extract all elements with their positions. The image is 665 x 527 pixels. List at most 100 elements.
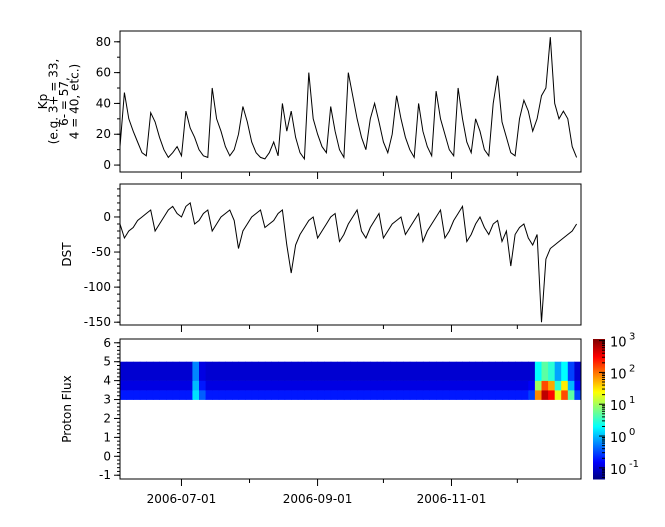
heatmap-cell bbox=[337, 390, 345, 400]
heatmap-cell bbox=[528, 390, 536, 400]
heatmap-cell bbox=[357, 361, 365, 381]
heatmap-cell bbox=[185, 380, 193, 391]
y-tick-label: -50 bbox=[91, 245, 111, 259]
colorbar-segment bbox=[593, 361, 605, 364]
heatmap-cell bbox=[159, 390, 167, 400]
heatmap-cell bbox=[212, 380, 220, 391]
heatmap-cell bbox=[383, 390, 391, 400]
heatmap-cell bbox=[166, 361, 174, 381]
heatmap-cell bbox=[139, 390, 147, 400]
heatmap-cell bbox=[528, 380, 536, 391]
heatmap-cell bbox=[363, 361, 371, 381]
heatmap-cell bbox=[390, 361, 398, 381]
y-tick-label: 4 bbox=[103, 374, 111, 388]
colorbar-tick-label: 10 bbox=[610, 431, 627, 446]
heatmap-cell bbox=[291, 361, 299, 381]
heatmap-cell bbox=[515, 380, 523, 391]
heatmap-cell bbox=[330, 380, 338, 391]
heatmap-cell bbox=[462, 361, 470, 381]
heatmap-cell bbox=[258, 380, 266, 391]
heatmap-cell bbox=[350, 390, 358, 400]
colorbar-segment bbox=[593, 433, 605, 436]
colorbar-segment bbox=[593, 349, 605, 352]
heatmap-cell bbox=[126, 361, 134, 381]
heatmap-cell bbox=[541, 390, 549, 400]
heatmap-cell bbox=[179, 361, 187, 381]
colorbar-segment bbox=[593, 471, 605, 474]
colorbar-segment bbox=[593, 391, 605, 394]
heatmap-cell bbox=[264, 380, 272, 391]
heatmap-cell bbox=[462, 380, 470, 391]
heatmap-cell bbox=[317, 390, 325, 400]
colorbar-segment bbox=[593, 463, 605, 466]
colorbar-segment bbox=[593, 351, 605, 354]
heatmap-cell bbox=[455, 361, 463, 381]
heatmap-cell bbox=[146, 390, 154, 400]
heatmap-cell bbox=[238, 390, 246, 400]
y-axis-label: Proton Flux bbox=[60, 375, 74, 442]
plot-frame bbox=[119, 338, 582, 480]
colorbar-tick-label: 10 bbox=[610, 463, 627, 478]
plot-frame bbox=[119, 30, 582, 173]
heatmap-cell bbox=[528, 361, 536, 381]
heatmap-cell bbox=[475, 390, 483, 400]
heatmap-cell bbox=[403, 361, 411, 381]
heatmap-cell bbox=[159, 361, 167, 381]
colorbar-tick-exponent: 2 bbox=[629, 363, 635, 374]
heatmap-cell bbox=[317, 361, 325, 381]
heatmap-cell bbox=[521, 390, 529, 400]
y-tick-label: 0 bbox=[103, 210, 111, 224]
colorbar-segment bbox=[593, 423, 605, 426]
heatmap-cell bbox=[416, 390, 424, 400]
heatmap-cell bbox=[482, 390, 490, 400]
heatmap-cell bbox=[172, 380, 180, 391]
heatmap-cell bbox=[469, 361, 477, 381]
heatmap-cell bbox=[152, 390, 160, 400]
heatmap-cell bbox=[482, 380, 490, 391]
heatmap-cell bbox=[521, 380, 529, 391]
heatmap-cell bbox=[350, 380, 358, 391]
heatmap-cell bbox=[376, 361, 384, 381]
heatmap-cell bbox=[139, 361, 147, 381]
colorbar-tick-label: 10 bbox=[610, 367, 627, 382]
heatmap-cell bbox=[166, 390, 174, 400]
heatmap-cell bbox=[502, 361, 510, 381]
heatmap-cell bbox=[251, 361, 259, 381]
heatmap-cell bbox=[324, 390, 332, 400]
x-tick-label: 2006-07-01 bbox=[147, 492, 217, 506]
heatmap-cell bbox=[449, 390, 457, 400]
heatmap-cell bbox=[317, 380, 325, 391]
colorbar-segment bbox=[593, 381, 605, 384]
heatmap-cell bbox=[561, 380, 569, 391]
y-tick-label: 5 bbox=[103, 355, 111, 369]
heatmap-cell bbox=[548, 361, 556, 381]
heatmap-cell bbox=[455, 390, 463, 400]
heatmap-cell bbox=[185, 361, 193, 381]
heatmap-cell bbox=[534, 380, 542, 391]
y-tick-label: 2 bbox=[103, 411, 111, 425]
heatmap-cell bbox=[357, 380, 365, 391]
y-tick-label: 80 bbox=[96, 35, 111, 49]
heatmap-cell bbox=[574, 380, 582, 391]
colorbar-segment bbox=[593, 449, 605, 452]
colorbar-segment bbox=[593, 393, 605, 396]
heatmap-cell bbox=[199, 380, 207, 391]
heatmap-cell bbox=[330, 390, 338, 400]
colorbar-segment bbox=[593, 383, 605, 386]
heatmap-cell bbox=[225, 380, 233, 391]
x-tick-label: 2006-11-01 bbox=[417, 492, 487, 506]
heatmap-cell bbox=[152, 361, 160, 381]
kp-panel: 0 20 40 60 80 Kp(e.g. 3+ = 33,6- = 57,4 = 40,… bbox=[36, 30, 582, 179]
colorbar-segment bbox=[593, 387, 605, 390]
heatmap-cell bbox=[422, 361, 430, 381]
colorbar-segment bbox=[593, 439, 605, 442]
heatmap-cell bbox=[278, 390, 286, 400]
heatmap-cell bbox=[324, 361, 332, 381]
heatmap-cell bbox=[205, 361, 213, 381]
colorbar-tick-exponent: 3 bbox=[629, 332, 635, 343]
colorbar-tick-exponent: 1 bbox=[629, 395, 635, 406]
heatmap-cell bbox=[264, 361, 272, 381]
heatmap-cell bbox=[350, 361, 358, 381]
heatmap-cell bbox=[133, 380, 141, 391]
